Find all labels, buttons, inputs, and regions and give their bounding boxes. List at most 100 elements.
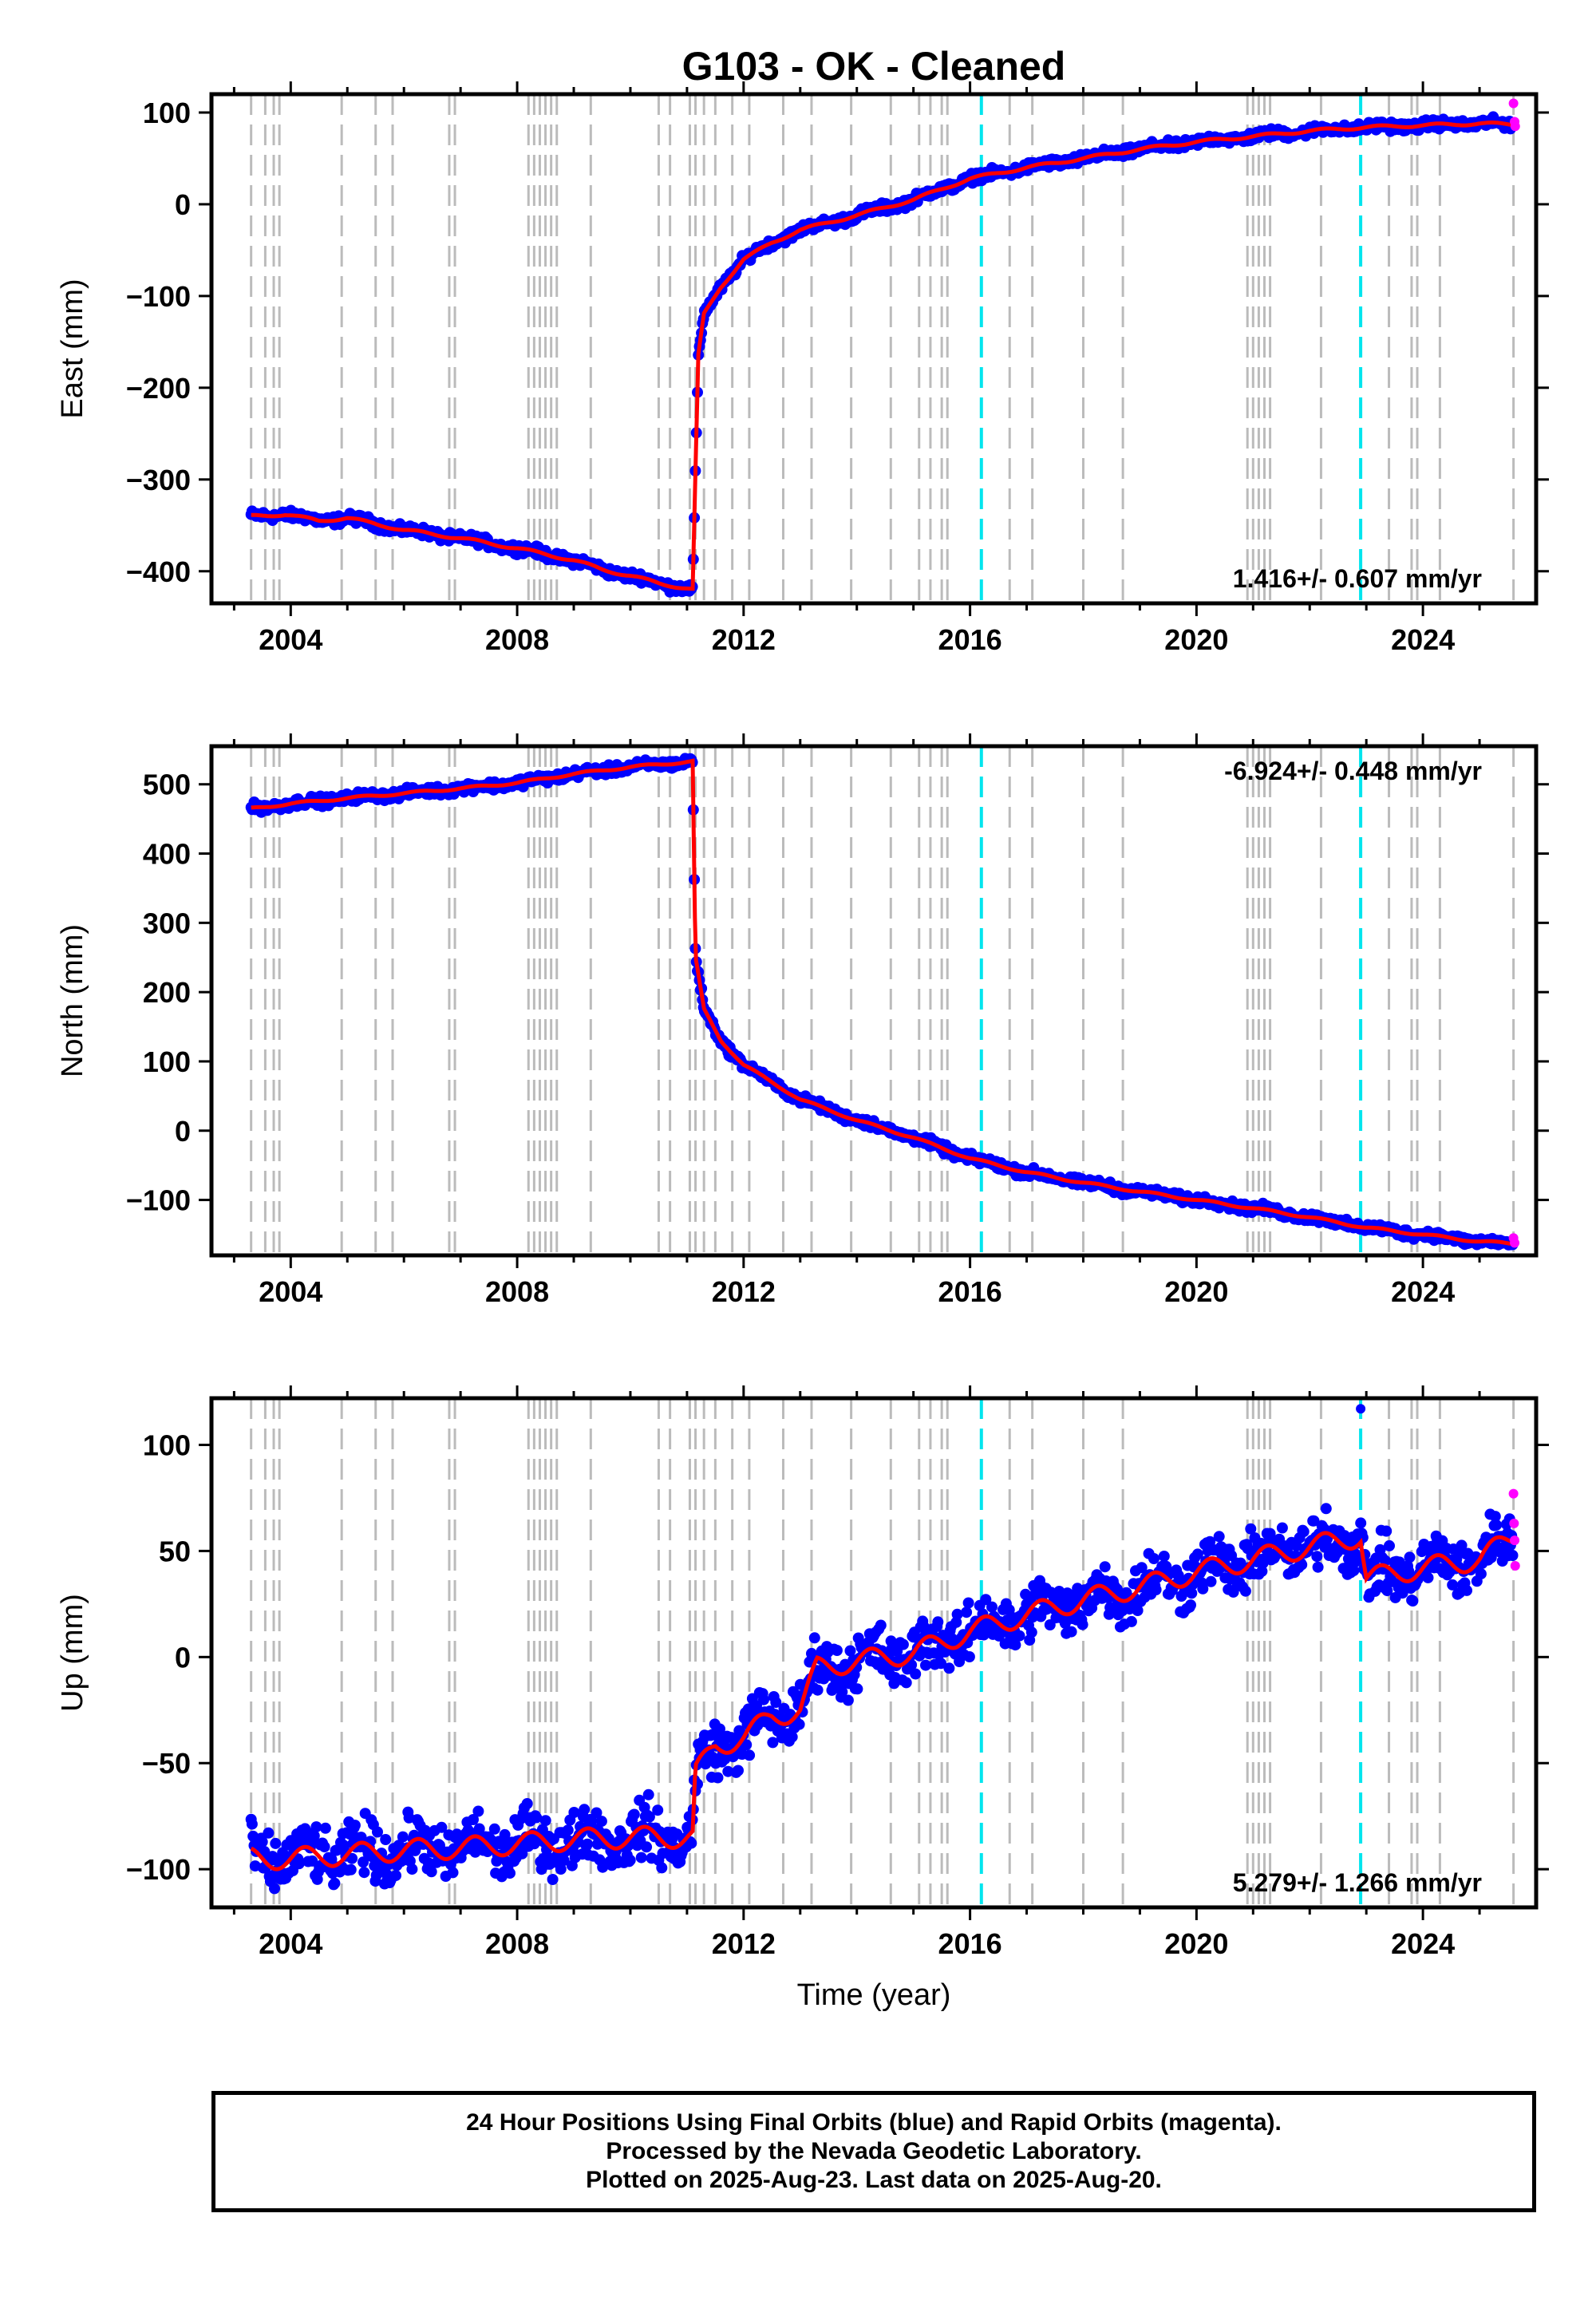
rapid-orbit-point [1508, 98, 1519, 109]
rapid-orbit-point [1510, 121, 1520, 132]
final-orbit-point [1312, 1561, 1324, 1573]
final-orbit-point [269, 1883, 280, 1895]
final-orbit-point [656, 1862, 668, 1874]
final-orbit-point [1013, 1630, 1025, 1642]
plot-area [245, 1398, 1520, 1907]
final-orbit-point [900, 1677, 912, 1689]
final-orbit-point [436, 1821, 448, 1833]
final-orbit-point [310, 1821, 322, 1833]
y-tick-label: 100 [143, 1429, 191, 1461]
final-orbit-point [582, 1838, 593, 1850]
rapid-orbit-point [1510, 1535, 1520, 1546]
x-tick-label: 2004 [259, 623, 322, 656]
final-orbit-point [558, 1855, 570, 1867]
rapid-orbit-point [1510, 1561, 1520, 1571]
final-orbit-point [643, 1811, 655, 1823]
x-tick-label: 2004 [259, 1927, 322, 1960]
final-orbit-point [406, 1863, 418, 1875]
panel-east: 2004 2008 2012 2016 2020 2024 100 0 −100 −200 −300… [56, 81, 1549, 656]
final-orbit-point [547, 1874, 559, 1885]
final-orbit-point [1239, 1585, 1251, 1597]
final-orbit-point [741, 1739, 753, 1751]
final-orbit-point [712, 1772, 724, 1784]
final-orbit-point [372, 1826, 383, 1838]
final-orbit-point [842, 1694, 854, 1706]
x-tick-label: 2024 [1391, 1275, 1455, 1308]
final-orbit-point [1077, 1618, 1088, 1630]
final-orbit-point [568, 1807, 580, 1818]
final-orbit-point [1489, 1511, 1501, 1523]
final-orbit-point [1205, 1575, 1217, 1587]
final-orbit-point [472, 1805, 484, 1817]
final-orbit-point [1065, 1626, 1077, 1638]
final-orbit-point [722, 1765, 734, 1777]
final-orbit-point [935, 1658, 947, 1670]
final-orbit-point [329, 1877, 341, 1889]
final-orbit-point [1311, 1551, 1323, 1563]
final-orbit-point [635, 1852, 647, 1863]
final-orbit-point [831, 1645, 843, 1656]
final-orbit-point [808, 1632, 820, 1644]
final-orbit-point [836, 1686, 848, 1697]
final-orbit-point [358, 1867, 370, 1879]
final-orbit-point [986, 1601, 998, 1613]
panel-frame [209, 92, 1539, 606]
final-orbit-point [1150, 1584, 1162, 1595]
final-orbit-point [961, 1607, 973, 1618]
model-fit-line [251, 758, 1514, 1247]
final-orbit-point [1447, 1579, 1459, 1591]
outlier-point [1356, 1404, 1366, 1414]
final-orbit-point [1245, 1523, 1257, 1535]
panel-up: 2004 2008 2012 2016 2020 2024 100 50 0 −50 −100 Up … [56, 1385, 1549, 2012]
y-tick-label: −200 [126, 372, 191, 405]
final-orbit-point [1136, 1562, 1148, 1574]
final-orbit-point [1475, 1568, 1487, 1580]
final-orbit-point [531, 1812, 543, 1824]
final-orbit-point [499, 1828, 511, 1840]
final-orbit-point [270, 1837, 282, 1849]
final-orbit-point [906, 1659, 918, 1671]
y-tick-label: 50 [159, 1535, 191, 1567]
final-orbit-point [425, 1866, 437, 1878]
final-orbit-point [1191, 1548, 1203, 1560]
final-orbit-point [256, 1836, 268, 1848]
y-tick-label: 400 [143, 838, 191, 871]
x-tick-label: 2016 [938, 1927, 1002, 1960]
final-orbit-point [358, 1856, 369, 1868]
y-axis-label: North (mm) [56, 924, 89, 1077]
final-orbit-point [308, 1830, 320, 1842]
final-orbit-point [1355, 1517, 1367, 1529]
final-orbit-point [642, 1788, 654, 1800]
final-orbit-point [1197, 1583, 1209, 1595]
y-tick-label: 500 [143, 769, 191, 801]
footer-line-dates: Plotted on 2025-Aug-23. Last data on 202… [586, 2167, 1162, 2193]
final-orbit-point [1308, 1515, 1320, 1527]
y-tick-label: 0 [175, 1641, 191, 1674]
final-orbit-point [319, 1822, 331, 1834]
final-orbit-point [652, 1804, 664, 1816]
final-orbit-point [346, 1852, 358, 1864]
final-orbit-point [521, 1798, 533, 1809]
final-orbit-point [246, 1818, 258, 1830]
y-tick-label: 0 [175, 1115, 191, 1148]
final-orbit-point [447, 1867, 459, 1879]
x-tick-label: 2008 [485, 1275, 549, 1308]
final-orbit-point [932, 1616, 944, 1628]
velocity-label: 1.416+/- 0.607 mm/yr [1233, 564, 1482, 593]
final-orbit-point [326, 1853, 338, 1865]
x-tick-label: 2020 [1164, 1275, 1228, 1308]
final-orbit-point [758, 1694, 769, 1705]
final-orbit-point [733, 1765, 744, 1777]
plot-area [245, 94, 1520, 603]
final-orbit-point [943, 1662, 955, 1674]
y-axis-label: Up (mm) [56, 1594, 89, 1712]
final-orbit-point [1158, 1551, 1170, 1562]
final-orbit-point [1213, 1531, 1225, 1543]
final-orbit-point [767, 1737, 779, 1749]
final-orbit-point [1132, 1605, 1144, 1616]
rapid-orbit-point [1508, 1488, 1519, 1499]
panel-frame [209, 1396, 1539, 1910]
footer-line-orbits: 24 Hour Positions Using Final Orbits (bl… [466, 2109, 1282, 2136]
y-tick-label: 200 [143, 976, 191, 1009]
